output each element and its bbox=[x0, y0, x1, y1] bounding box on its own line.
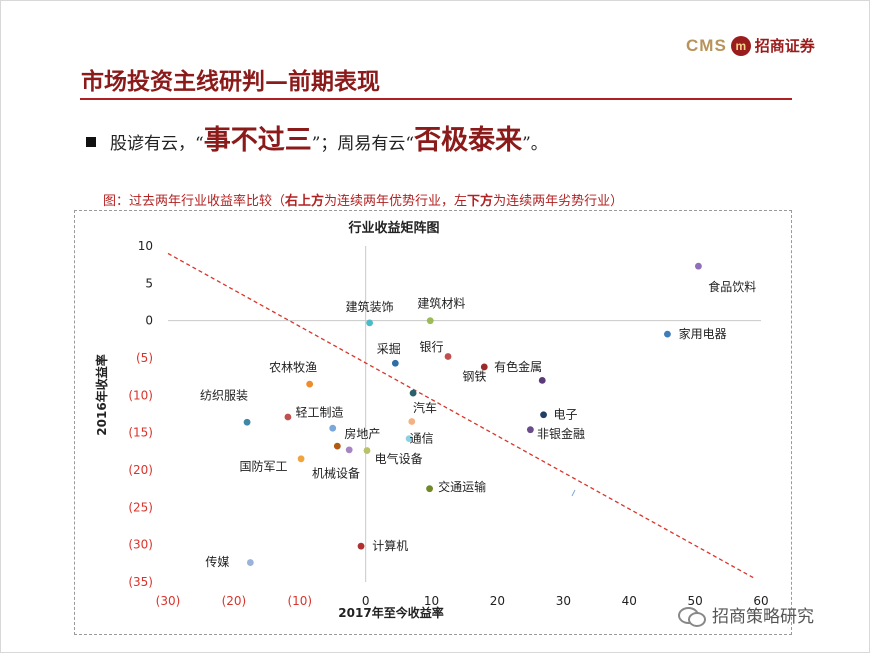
y-axis-label: 2016年收益率 bbox=[94, 354, 109, 435]
data-point bbox=[426, 485, 433, 493]
point-label: 汽车 bbox=[413, 400, 437, 415]
data-point bbox=[333, 442, 341, 450]
title-rule bbox=[80, 98, 792, 100]
caption-bold2: 下方 bbox=[467, 194, 494, 209]
point-label: 机械设备 bbox=[312, 466, 360, 481]
y-tick-label: (35) bbox=[128, 575, 153, 589]
stray-mark bbox=[571, 489, 576, 497]
y-tick-label: 10 bbox=[138, 239, 153, 253]
data-point bbox=[297, 455, 305, 463]
chart-caption: 图：过去两年行业收益率比较（右上方为连续两年优势行业，左下方为连续两年劣势行业） bbox=[103, 190, 623, 209]
point-label: 钢铁 bbox=[462, 370, 486, 384]
chart-frame bbox=[74, 210, 792, 635]
point-label: 房地产 bbox=[344, 426, 380, 441]
logo-badge-icon: m bbox=[730, 35, 751, 56]
data-point bbox=[391, 359, 399, 367]
point-label: 电子 bbox=[553, 408, 577, 422]
point-label: 家用电器 bbox=[679, 326, 727, 341]
x-tick-label: 0 bbox=[362, 594, 370, 608]
y-tick-label: (20) bbox=[128, 463, 153, 477]
point-label: 建筑材料 bbox=[417, 295, 465, 310]
x-axis-label: 2017年至今收益率 bbox=[338, 605, 443, 620]
data-point bbox=[366, 319, 374, 327]
x-tick-label: 10 bbox=[424, 594, 439, 608]
bullet-big2: 否极泰来 bbox=[414, 125, 523, 156]
data-point bbox=[284, 413, 292, 421]
point-label: 通信 bbox=[410, 432, 434, 446]
bullet-part3: ”。 bbox=[522, 134, 548, 154]
data-points bbox=[243, 262, 702, 566]
y-tick-label: (5) bbox=[136, 351, 153, 365]
x-tick-label: 50 bbox=[687, 594, 702, 608]
point-label: 纺织服装 bbox=[200, 388, 248, 402]
caption-mid: 为连续两年优势行业，左 bbox=[324, 194, 468, 209]
point-label: 采掘 bbox=[377, 341, 401, 356]
x-tick-label: (20) bbox=[222, 594, 247, 608]
page-title: 市场投资主线研判—前期表现 bbox=[81, 68, 380, 95]
watermark: 招商策略研究 bbox=[678, 602, 814, 627]
x-tick-label: 30 bbox=[556, 594, 571, 608]
y-tick-label: 5 bbox=[145, 276, 153, 290]
y-tick-label: 0 bbox=[145, 314, 153, 328]
point-label: 建筑装饰 bbox=[346, 299, 394, 314]
data-point bbox=[664, 330, 671, 338]
caption-suffix: 为连续两年劣势行业） bbox=[493, 194, 624, 209]
point-label: 传媒 bbox=[205, 554, 229, 569]
bullet-square-icon bbox=[86, 137, 96, 147]
point-label: 国防军工 bbox=[240, 458, 288, 473]
wechat-icon bbox=[678, 605, 706, 627]
data-point bbox=[526, 426, 534, 434]
data-point bbox=[540, 411, 547, 419]
bullet-part1: 股谚有云，“ bbox=[110, 134, 204, 154]
data-point bbox=[329, 424, 337, 432]
y-tick-label: (10) bbox=[128, 388, 153, 402]
data-point bbox=[306, 380, 314, 388]
data-point bbox=[345, 446, 353, 454]
point-label: 食品饮料 bbox=[708, 279, 756, 294]
y-tick-label: (25) bbox=[128, 500, 153, 514]
x-tick-label: 60 bbox=[753, 594, 768, 608]
data-point bbox=[243, 418, 251, 426]
data-point bbox=[538, 377, 546, 384]
point-label: 交通运输 bbox=[438, 479, 486, 494]
bullet-big1: 事不过三 bbox=[203, 125, 312, 156]
point-labels: 食品饮料家用电器 建筑装饰 建筑材料银行 采掘有色金属钢铁 农林牧渔纺织服装汽车电子 轻工… bbox=[200, 279, 756, 569]
y-tick-label: (30) bbox=[128, 538, 153, 552]
data-point bbox=[695, 262, 702, 270]
y-tick-label: (15) bbox=[128, 426, 153, 440]
point-label: 有色金属 bbox=[494, 359, 542, 374]
logo-cn: 招商证券 bbox=[754, 38, 815, 55]
x-tick-label: 20 bbox=[490, 594, 505, 608]
logo-text: CMS bbox=[686, 35, 727, 55]
point-label: 电气设备 bbox=[375, 451, 423, 466]
data-point bbox=[444, 353, 452, 360]
brand-logo: CMS m 招商证券 bbox=[686, 35, 815, 56]
caption-prefix: 图：过去两年行业收益率比较（ bbox=[103, 194, 286, 209]
x-tick-label: (10) bbox=[287, 594, 312, 608]
chart-title: 行业收益矩阵图 bbox=[347, 220, 439, 236]
data-point bbox=[246, 559, 254, 566]
data-point bbox=[363, 447, 371, 454]
caption-bold1: 右上方 bbox=[285, 194, 325, 209]
y-ticks: 10 5 0 (5) (10) (15) (20) (25) (30) (35) bbox=[128, 239, 153, 589]
data-point bbox=[357, 542, 365, 550]
point-label: 非银金融 bbox=[537, 426, 585, 441]
data-point bbox=[405, 435, 413, 443]
point-label: 计算机 bbox=[372, 538, 408, 553]
data-point bbox=[409, 389, 417, 397]
data-point bbox=[426, 317, 434, 325]
x-tick-label: 40 bbox=[622, 594, 637, 608]
data-point bbox=[480, 363, 488, 371]
x-tick-label: (30) bbox=[156, 594, 181, 608]
point-label: 银行 bbox=[420, 340, 444, 354]
data-point bbox=[408, 418, 416, 425]
point-label: 农林牧渔 bbox=[269, 361, 317, 375]
watermark-text: 招商策略研究 bbox=[712, 607, 814, 627]
bullet-line: 股谚有云，“ 事不过三 ”；周易有云“ 否极泰来 ”。 bbox=[86, 118, 548, 157]
x-ticks: (30) (20) (10) 0 10 20 30 40 50 60 bbox=[156, 594, 769, 608]
bullet-part2: ”；周易有云“ bbox=[311, 134, 415, 154]
point-label: 轻工制造 bbox=[296, 406, 344, 420]
